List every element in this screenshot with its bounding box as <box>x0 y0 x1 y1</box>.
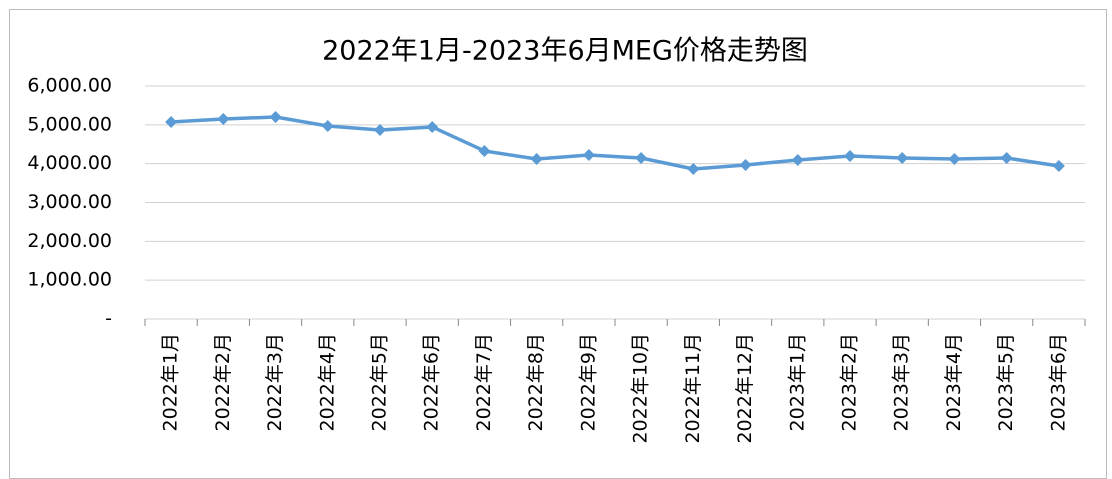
y-tick-label: 2,000.00 <box>27 230 112 252</box>
x-tick-label: 2022年8月 <box>525 333 547 431</box>
x-tick-label: 2023年3月 <box>891 333 913 431</box>
x-tick-label: 2022年10月 <box>630 333 652 444</box>
x-tick-label: 2022年9月 <box>577 333 599 431</box>
marker <box>530 153 543 166</box>
x-tick-label: 2023年5月 <box>995 333 1017 431</box>
x-tick-label: 2022年3月 <box>264 333 286 431</box>
marker <box>426 120 439 133</box>
marker <box>165 115 178 128</box>
y-tick-label: - <box>105 308 112 330</box>
marker <box>948 153 961 166</box>
x-tick-label: 2022年1月 <box>160 333 182 431</box>
marker <box>896 151 909 164</box>
marker <box>687 162 700 175</box>
marker <box>1000 151 1013 164</box>
marker <box>635 151 648 164</box>
marker <box>374 123 386 136</box>
y-tick-label: 1,000.00 <box>27 269 112 291</box>
marker <box>321 119 334 132</box>
x-tick-label: 2022年5月 <box>369 333 391 431</box>
chart-frame <box>9 9 1107 479</box>
x-tick-label: 2023年2月 <box>839 333 861 431</box>
marker <box>739 158 752 171</box>
x-tick-label: 2023年6月 <box>1047 333 1069 431</box>
y-tick-label: 3,000.00 <box>27 191 112 213</box>
y-tick-label: 6,000.00 <box>27 75 112 97</box>
marker <box>478 144 491 157</box>
y-tick-label: 5,000.00 <box>27 113 112 135</box>
x-tick-label: 2022年4月 <box>316 333 338 431</box>
marker <box>791 153 804 166</box>
x-tick-label: 2022年11月 <box>682 333 704 444</box>
x-tick-label: 2022年6月 <box>421 333 443 431</box>
x-tick-label: 2022年2月 <box>212 333 234 431</box>
y-tick-label: 4,000.00 <box>27 152 112 174</box>
x-tick-label: 2022年12月 <box>734 333 756 444</box>
marker <box>582 148 595 161</box>
line <box>171 115 1060 171</box>
marker <box>217 113 230 126</box>
x-tick-label: 2023年4月 <box>943 333 965 431</box>
x-tick-label: 2022年7月 <box>473 333 495 431</box>
chart-title: 2022年1月-2023年6月MEG价格走势图 <box>322 36 808 67</box>
x-tick-label: 2023年1月 <box>786 333 808 431</box>
marker <box>844 149 856 162</box>
marker <box>1052 159 1065 172</box>
marker <box>269 110 282 123</box>
